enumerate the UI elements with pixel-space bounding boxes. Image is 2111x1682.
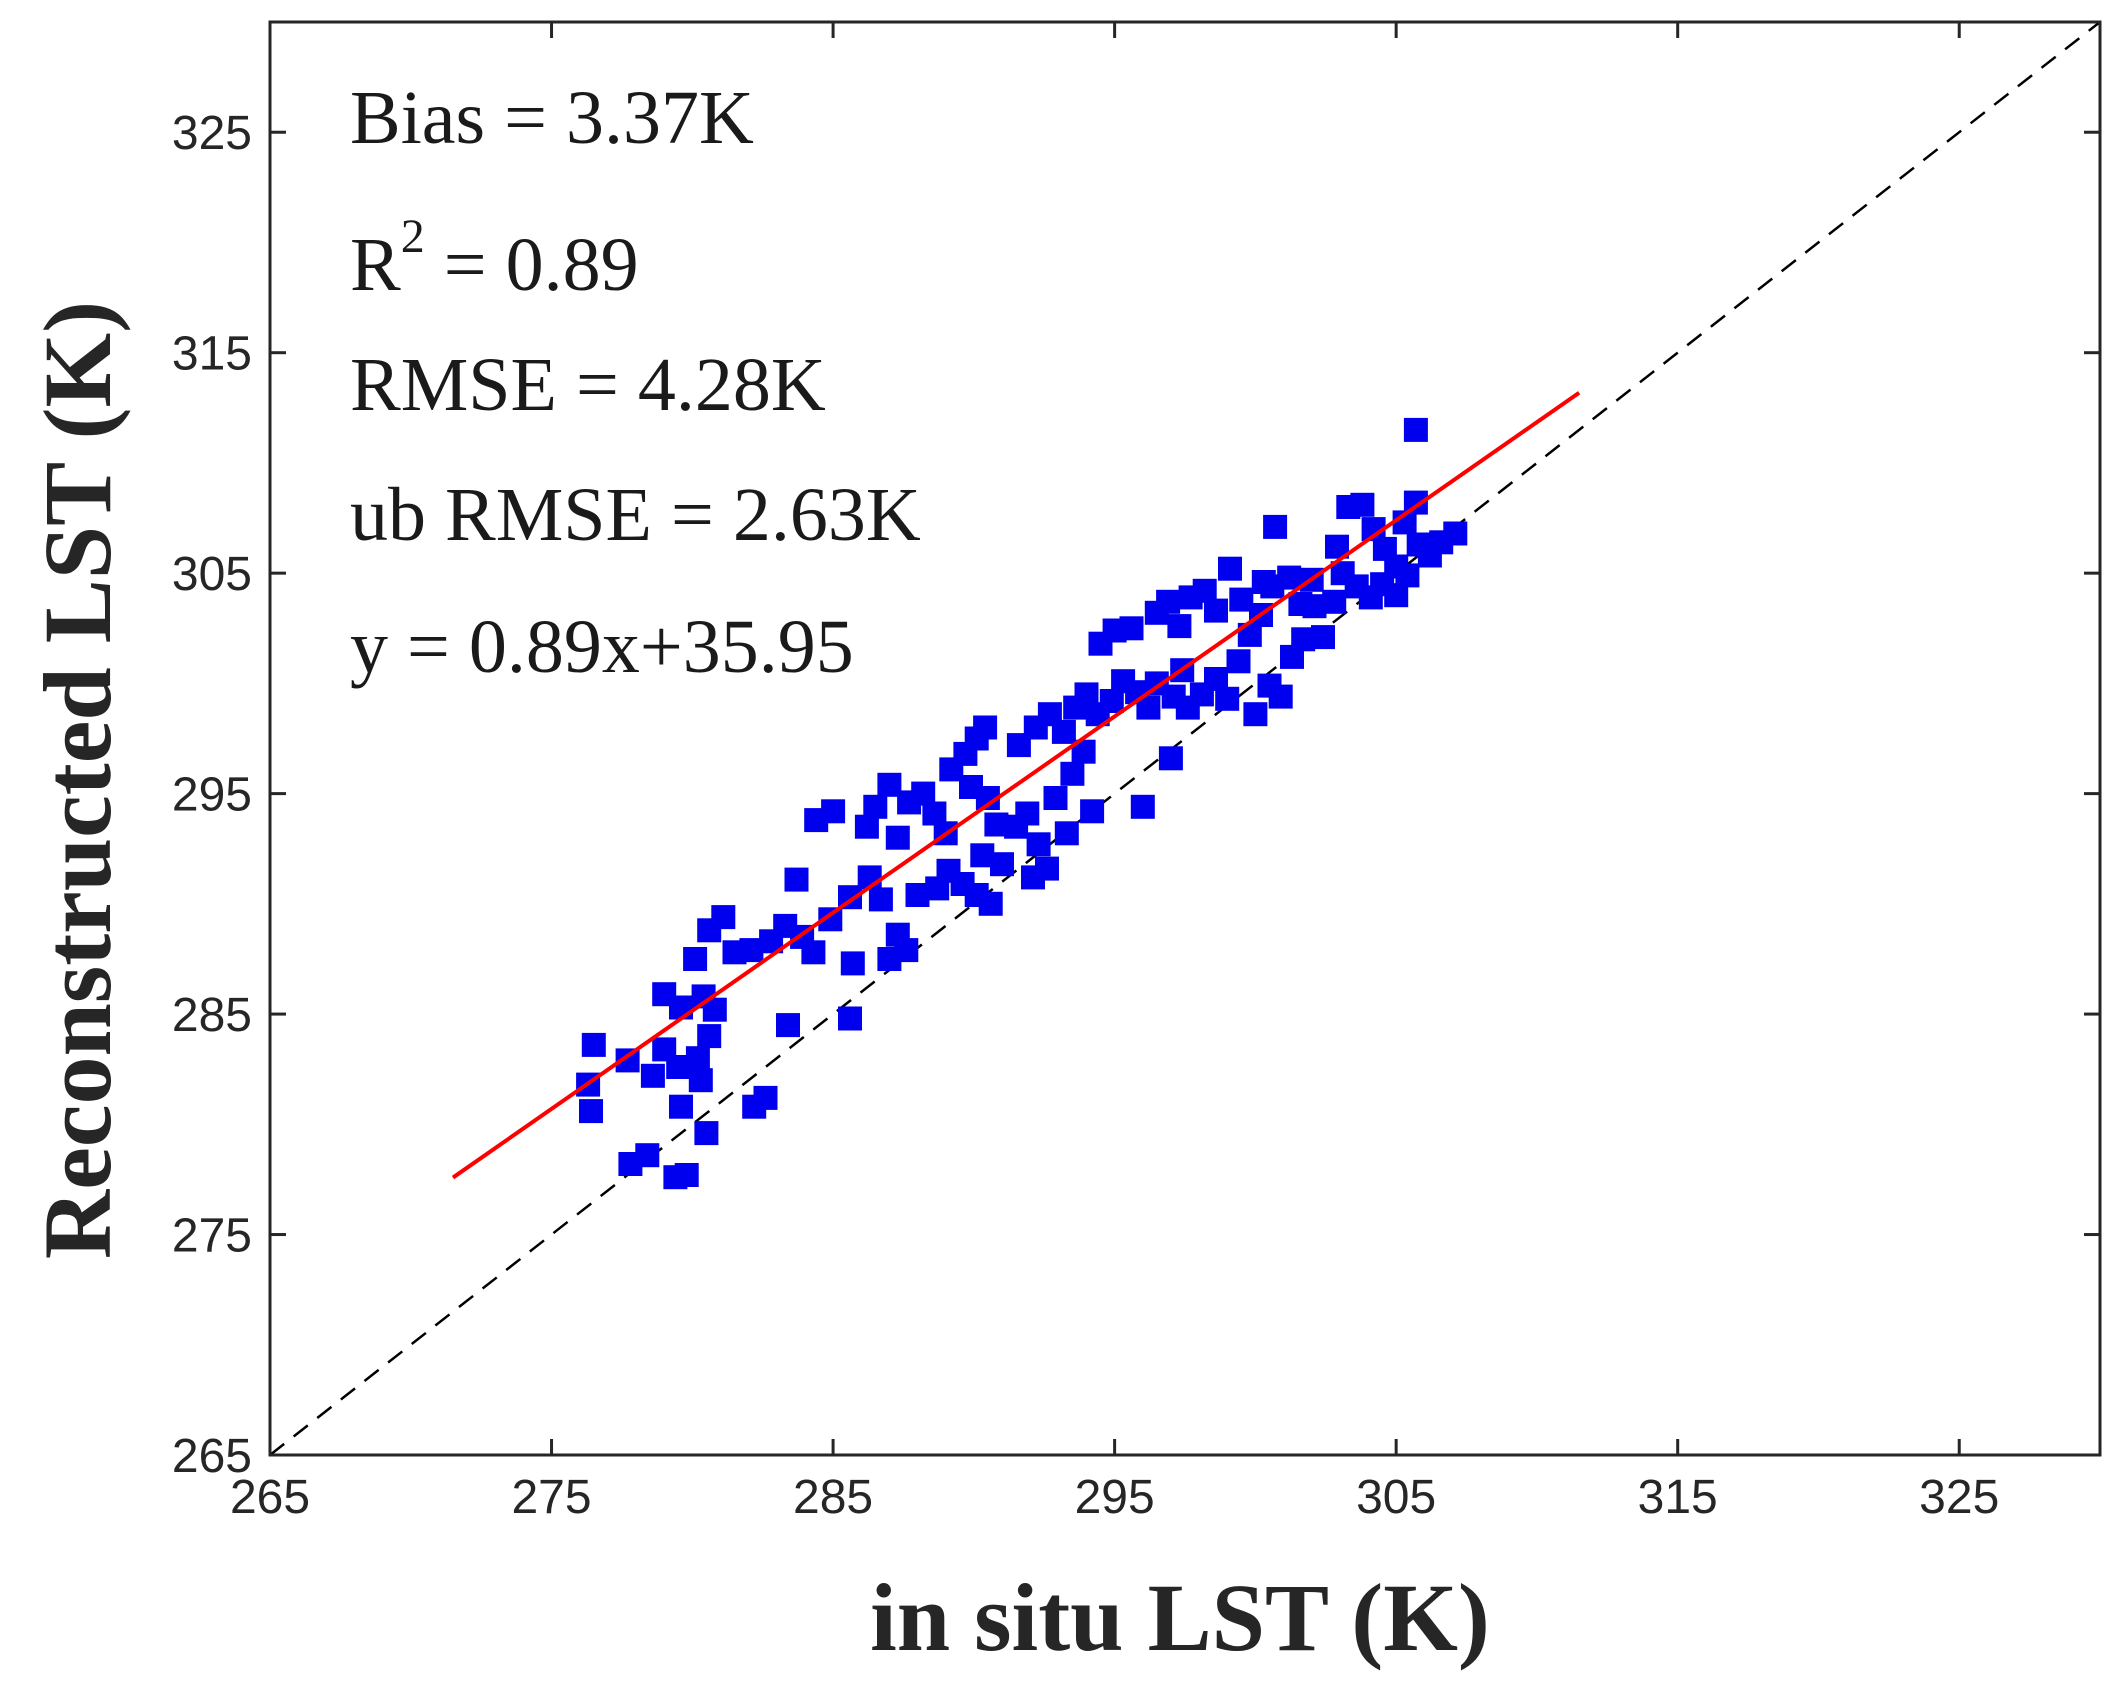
data-point — [821, 799, 846, 824]
data-point — [694, 1121, 719, 1146]
data-point — [1167, 614, 1192, 639]
data-point — [711, 905, 736, 930]
data-point — [840, 951, 865, 976]
x-tick-label: 325 — [1919, 1471, 1999, 1524]
data-point — [685, 1046, 710, 1071]
data-point — [1130, 794, 1155, 819]
data-point — [1311, 625, 1335, 650]
data-point — [978, 891, 1003, 916]
data-point — [640, 1063, 665, 1088]
data-point — [1043, 786, 1068, 810]
y-tick-label: 275 — [172, 1210, 252, 1263]
data-point — [674, 1163, 699, 1187]
data-point — [1218, 556, 1242, 581]
x-tick-label: 265 — [230, 1471, 310, 1524]
plot-area: 265 275 285 295 305 315 325 265 275 285 295 305 315 3… — [172, 20, 2102, 1524]
x-tick-label: 305 — [1356, 1471, 1436, 1524]
data-point — [688, 1068, 713, 1093]
data-point — [697, 1024, 722, 1049]
data-point — [1156, 589, 1181, 614]
data-point — [1268, 684, 1293, 709]
data-point — [1443, 521, 1468, 546]
y-tick-label: 305 — [172, 548, 252, 601]
x-tick-label: 285 — [793, 1471, 873, 1524]
y-tick-label: 285 — [172, 989, 252, 1042]
y-tick-label: 325 — [172, 107, 252, 160]
data-point — [1060, 761, 1085, 786]
axis-ticks: 265 275 285 295 305 315 325 265 275 285 295 305 315 3… — [172, 22, 2100, 1524]
data-point — [753, 1085, 778, 1110]
data-point — [1322, 589, 1347, 614]
data-point — [1021, 865, 1045, 890]
data-point — [579, 1099, 603, 1124]
data-point — [1226, 649, 1251, 674]
bias-annotation: Bias = 3.37K — [350, 76, 754, 160]
data-point — [1403, 417, 1428, 442]
data-point — [863, 794, 888, 819]
r2-prefix: R — [350, 223, 401, 307]
x-tick-label: 295 — [1075, 1471, 1155, 1524]
data-point — [683, 947, 708, 971]
data-point — [885, 825, 910, 850]
data-point — [1119, 616, 1144, 641]
x-axis-title: in situ LST (K) — [870, 1564, 1490, 1671]
data-point — [1015, 801, 1040, 826]
x-tick-label: 275 — [511, 1471, 591, 1524]
y-tick-label: 295 — [172, 769, 252, 822]
data-point — [669, 995, 693, 1020]
data-point — [801, 940, 826, 965]
data-point — [1054, 821, 1079, 846]
data-point — [1026, 832, 1051, 857]
data-point — [990, 852, 1014, 877]
data-point — [1080, 799, 1105, 824]
data-point — [1384, 583, 1409, 608]
data-point — [1215, 686, 1240, 711]
stats-annotation: Bias = 3.37K R2 = 0.89 RMSE = 4.28K ub R… — [350, 76, 921, 689]
data-point — [868, 887, 893, 912]
data-point — [1288, 592, 1313, 616]
data-point — [1263, 514, 1288, 539]
data-point — [973, 715, 998, 740]
data-points — [576, 417, 1468, 1190]
data-point — [1158, 746, 1183, 771]
rmse-annotation: RMSE = 4.28K — [350, 343, 826, 427]
data-point — [776, 1013, 800, 1038]
data-point — [1251, 570, 1276, 594]
fit-equation-annotation: y = 0.89x+35.95 — [350, 605, 854, 689]
ubrmse-annotation: ub RMSE = 2.63K — [350, 473, 921, 557]
data-point — [635, 1143, 660, 1168]
data-point — [784, 867, 809, 892]
x-tick-label: 315 — [1638, 1471, 1718, 1524]
data-point — [669, 1094, 693, 1119]
data-point — [1243, 702, 1268, 727]
y-axis-title: Reconstructed LST (K) — [24, 301, 131, 1259]
data-point — [1277, 565, 1302, 590]
r2-value: = 0.89 — [425, 223, 639, 307]
data-point — [838, 1006, 862, 1031]
data-point — [877, 947, 902, 971]
one-to-one-line — [269, 21, 2101, 1456]
r2-superscript: 2 — [401, 210, 425, 263]
regression-fit-line — [451, 391, 1581, 1180]
r2-annotation: R2 = 0.89 — [350, 210, 639, 307]
axes-frame — [268, 20, 2102, 1457]
data-point — [581, 1032, 606, 1057]
y-tick-label: 315 — [172, 328, 252, 381]
data-point — [1204, 598, 1228, 623]
data-point — [1350, 492, 1375, 517]
y-tick-label: 265 — [172, 1430, 252, 1483]
